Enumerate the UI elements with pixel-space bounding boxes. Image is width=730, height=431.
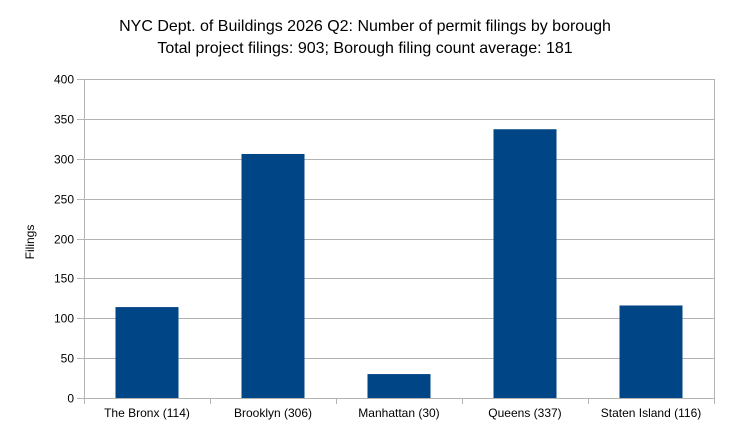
y-tick-label: 400 xyxy=(54,73,74,87)
x-tick-label: Staten Island (116) xyxy=(601,406,702,420)
bar xyxy=(619,305,683,398)
y-tick-label: 200 xyxy=(54,233,74,247)
bar xyxy=(115,307,179,398)
y-tick-label: 150 xyxy=(54,272,74,286)
bar xyxy=(367,374,431,398)
y-tick-label: 0 xyxy=(67,392,74,406)
chart-title-line-1: NYC Dept. of Buildings 2026 Q2: Number o… xyxy=(119,18,611,35)
y-tick-labels: 0 50 100 150 200 250 300 350 400 xyxy=(54,73,74,406)
y-tick-label: 100 xyxy=(54,312,74,326)
chart-title: NYC Dept. of Buildings 2026 Q2: Number o… xyxy=(119,18,611,57)
y-tick-label: 300 xyxy=(54,153,74,167)
chart-title-line-2: Total project filings: 903; Borough fili… xyxy=(157,40,572,57)
x-tick-label: Manhattan (30) xyxy=(358,406,439,420)
y-tick-label: 250 xyxy=(54,193,74,207)
x-tick-label: Brooklyn (306) xyxy=(234,406,312,420)
bar xyxy=(241,153,305,398)
y-tick-label: 350 xyxy=(54,113,74,127)
y-axis-title: Filings xyxy=(23,225,37,260)
x-tick-label: The Bronx (114) xyxy=(104,406,190,420)
axes xyxy=(84,79,715,404)
gridlines xyxy=(77,79,714,399)
x-tick-labels: The Bronx (114) Brooklyn (306) Manhattan (… xyxy=(104,406,701,420)
bars xyxy=(115,129,683,398)
x-tick-label: Queens (337) xyxy=(488,406,561,420)
y-tick-label: 50 xyxy=(61,352,75,366)
bar xyxy=(493,129,557,398)
